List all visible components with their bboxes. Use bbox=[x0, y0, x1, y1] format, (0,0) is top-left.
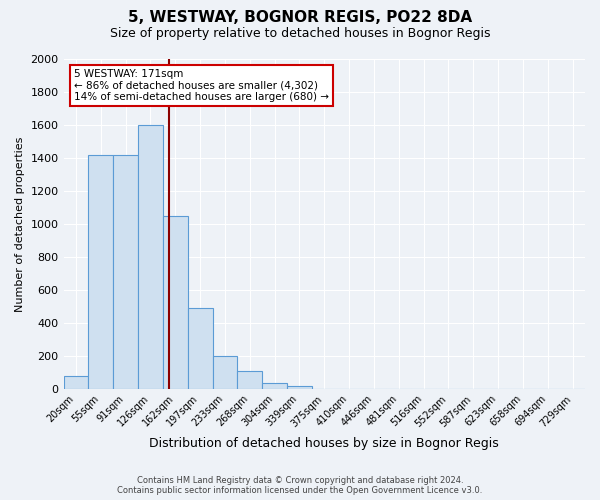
Bar bbox=[138, 125, 163, 389]
Text: 5 WESTWAY: 171sqm
← 86% of detached houses are smaller (4,302)
14% of semi-detac: 5 WESTWAY: 171sqm ← 86% of detached hous… bbox=[74, 69, 329, 102]
Text: 5, WESTWAY, BOGNOR REGIS, PO22 8DA: 5, WESTWAY, BOGNOR REGIS, PO22 8DA bbox=[128, 10, 472, 25]
Bar bbox=[64, 376, 88, 389]
Bar bbox=[262, 383, 287, 389]
Bar bbox=[163, 216, 188, 389]
Bar bbox=[188, 308, 212, 389]
X-axis label: Distribution of detached houses by size in Bognor Regis: Distribution of detached houses by size … bbox=[149, 437, 499, 450]
Bar bbox=[113, 154, 138, 389]
Y-axis label: Number of detached properties: Number of detached properties bbox=[15, 136, 25, 312]
Bar bbox=[287, 386, 312, 389]
Bar bbox=[238, 372, 262, 389]
Text: Size of property relative to detached houses in Bognor Regis: Size of property relative to detached ho… bbox=[110, 28, 490, 40]
Bar bbox=[88, 154, 113, 389]
Bar bbox=[212, 356, 238, 389]
Text: Contains HM Land Registry data © Crown copyright and database right 2024.
Contai: Contains HM Land Registry data © Crown c… bbox=[118, 476, 482, 495]
